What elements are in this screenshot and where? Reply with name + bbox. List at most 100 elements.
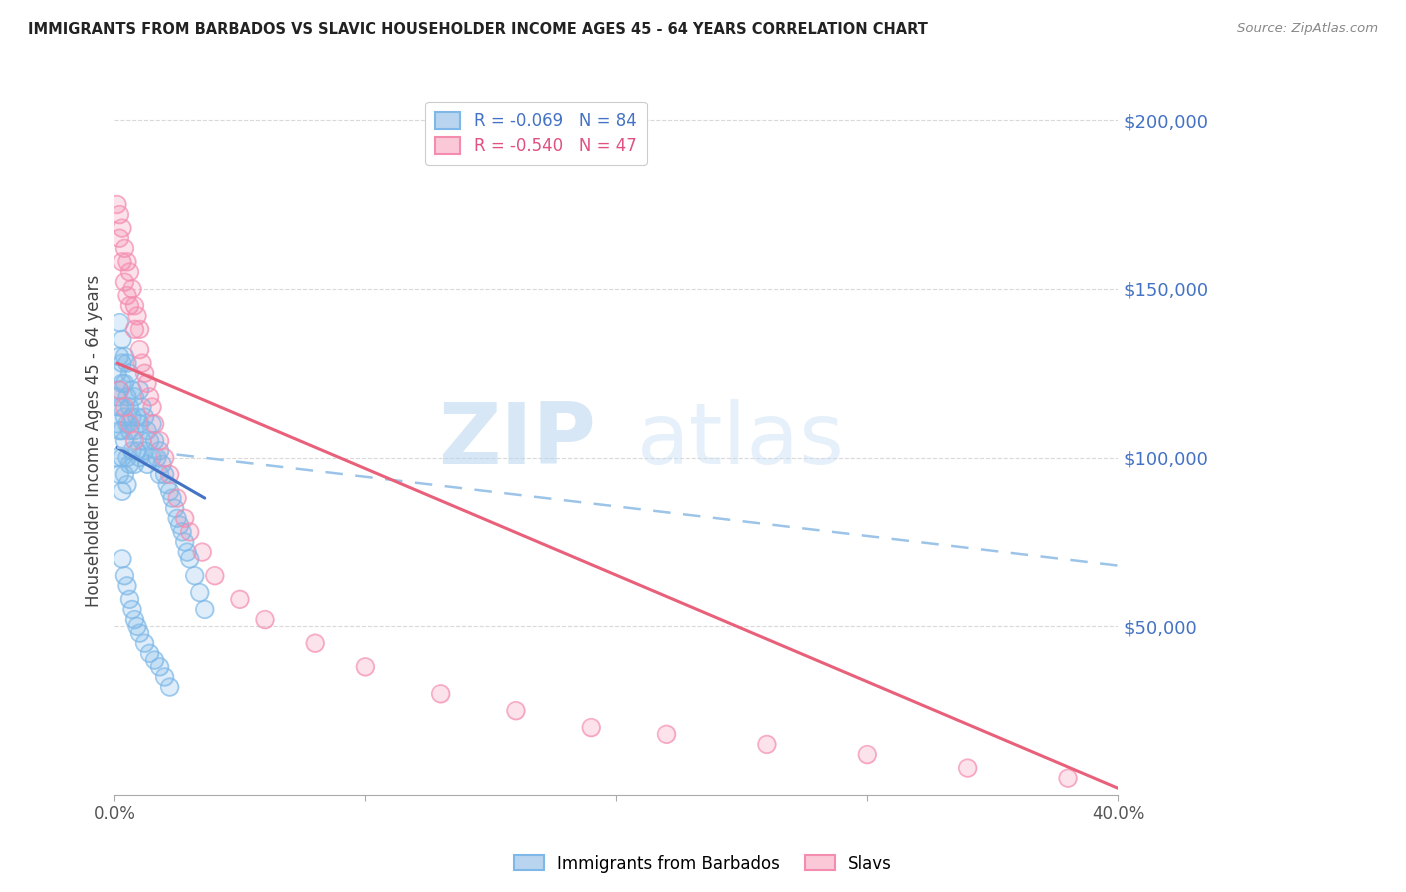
Point bbox=[115, 579, 138, 593]
Point bbox=[124, 458, 146, 472]
Point bbox=[115, 417, 138, 431]
Point bbox=[125, 619, 148, 633]
Y-axis label: Householder Income Ages 45 - 64 years: Householder Income Ages 45 - 64 years bbox=[86, 275, 103, 607]
Point bbox=[114, 568, 136, 582]
Point bbox=[505, 704, 527, 718]
Point bbox=[128, 322, 150, 336]
Point bbox=[124, 322, 146, 336]
Point bbox=[136, 458, 159, 472]
Point bbox=[134, 366, 156, 380]
Point bbox=[124, 390, 146, 404]
Point bbox=[134, 410, 156, 425]
Point bbox=[204, 568, 226, 582]
Point bbox=[121, 443, 143, 458]
Point bbox=[111, 484, 134, 499]
Point bbox=[114, 241, 136, 255]
Point bbox=[118, 299, 141, 313]
Point bbox=[149, 443, 172, 458]
Point bbox=[108, 316, 131, 330]
Point bbox=[108, 349, 131, 363]
Point bbox=[128, 383, 150, 397]
Point bbox=[136, 458, 159, 472]
Point bbox=[169, 518, 191, 533]
Point bbox=[149, 434, 172, 448]
Point bbox=[173, 535, 195, 549]
Point bbox=[149, 434, 172, 448]
Point bbox=[134, 636, 156, 650]
Point bbox=[114, 467, 136, 482]
Point bbox=[194, 602, 217, 616]
Point bbox=[105, 450, 128, 465]
Point bbox=[160, 491, 183, 505]
Point bbox=[149, 443, 172, 458]
Point bbox=[146, 450, 169, 465]
Point bbox=[118, 299, 141, 313]
Point bbox=[429, 687, 451, 701]
Point bbox=[141, 400, 163, 414]
Point bbox=[166, 511, 188, 525]
Point bbox=[114, 400, 136, 414]
Point bbox=[183, 568, 205, 582]
Point bbox=[105, 450, 128, 465]
Point bbox=[143, 434, 166, 448]
Point bbox=[159, 467, 181, 482]
Point bbox=[124, 390, 146, 404]
Point bbox=[125, 443, 148, 458]
Point bbox=[111, 333, 134, 347]
Point bbox=[128, 322, 150, 336]
Point bbox=[121, 383, 143, 397]
Point bbox=[229, 592, 252, 607]
Legend: R = -0.069   N = 84, R = -0.540   N = 47: R = -0.069 N = 84, R = -0.540 N = 47 bbox=[426, 102, 647, 165]
Point bbox=[150, 458, 173, 472]
Point bbox=[128, 626, 150, 640]
Point bbox=[153, 670, 176, 684]
Point bbox=[111, 450, 134, 465]
Point bbox=[115, 356, 138, 370]
Point bbox=[111, 450, 134, 465]
Point bbox=[118, 592, 141, 607]
Point bbox=[143, 434, 166, 448]
Point bbox=[159, 467, 181, 482]
Point bbox=[108, 467, 131, 482]
Text: Source: ZipAtlas.com: Source: ZipAtlas.com bbox=[1237, 22, 1378, 36]
Point bbox=[114, 349, 136, 363]
Point bbox=[150, 458, 173, 472]
Point bbox=[118, 458, 141, 472]
Point bbox=[108, 208, 131, 222]
Point bbox=[153, 450, 176, 465]
Point bbox=[134, 410, 156, 425]
Point bbox=[111, 255, 134, 269]
Point bbox=[354, 660, 377, 674]
Point bbox=[128, 343, 150, 357]
Point bbox=[114, 376, 136, 391]
Point bbox=[655, 727, 678, 741]
Point bbox=[124, 434, 146, 448]
Point bbox=[159, 680, 181, 694]
Point bbox=[114, 349, 136, 363]
Point bbox=[115, 477, 138, 491]
Point bbox=[114, 568, 136, 582]
Point bbox=[131, 356, 153, 370]
Point bbox=[253, 613, 276, 627]
Point bbox=[136, 376, 159, 391]
Point bbox=[115, 579, 138, 593]
Point bbox=[176, 545, 198, 559]
Point bbox=[121, 602, 143, 616]
Point bbox=[134, 366, 156, 380]
Point bbox=[118, 400, 141, 414]
Point bbox=[163, 501, 186, 516]
Point bbox=[149, 660, 172, 674]
Point bbox=[1057, 771, 1080, 785]
Point bbox=[141, 450, 163, 465]
Point bbox=[118, 265, 141, 279]
Point bbox=[141, 400, 163, 414]
Point bbox=[108, 208, 131, 222]
Point bbox=[111, 255, 134, 269]
Point bbox=[115, 356, 138, 370]
Point bbox=[114, 241, 136, 255]
Point bbox=[118, 366, 141, 380]
Point bbox=[114, 467, 136, 482]
Point bbox=[115, 255, 138, 269]
Point bbox=[105, 197, 128, 211]
Point bbox=[124, 424, 146, 438]
